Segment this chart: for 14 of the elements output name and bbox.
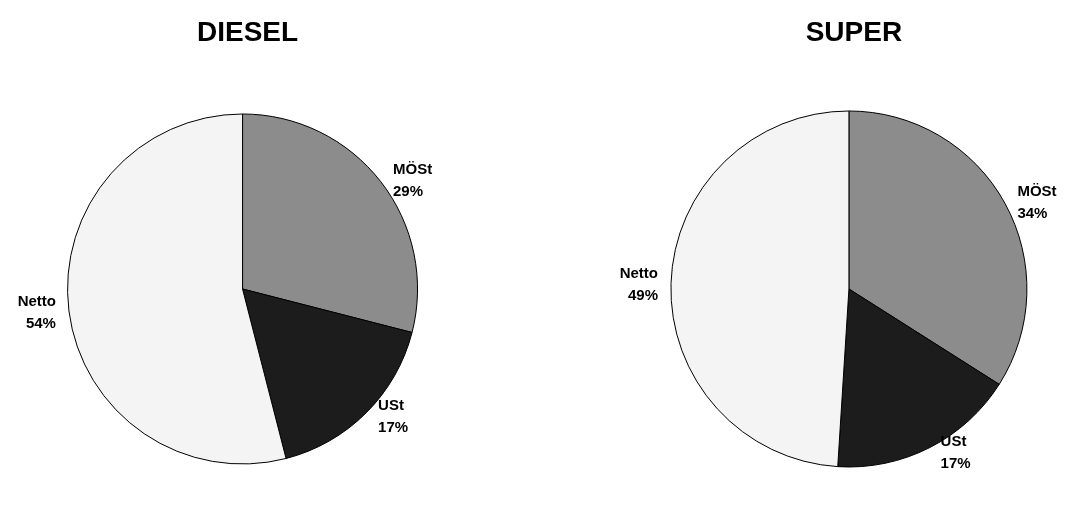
data-label: 29% (392, 181, 424, 199)
data-label: 17% (940, 453, 971, 471)
data-label: 34% (1017, 203, 1048, 221)
slice-label: MÖSt (1017, 181, 1057, 199)
slice-label: USt (378, 396, 404, 414)
slice-label: Netto (17, 291, 56, 309)
chart-title: SUPER (805, 15, 903, 47)
data-label: 54% (25, 313, 56, 331)
data-label: 17% (378, 418, 409, 436)
data-label: 49% (627, 285, 659, 303)
slice-label: USt (940, 431, 967, 449)
chart-title: DIESEL (196, 15, 299, 47)
slice-label: MÖSt (392, 159, 433, 177)
slice-label: Netto (619, 263, 659, 281)
